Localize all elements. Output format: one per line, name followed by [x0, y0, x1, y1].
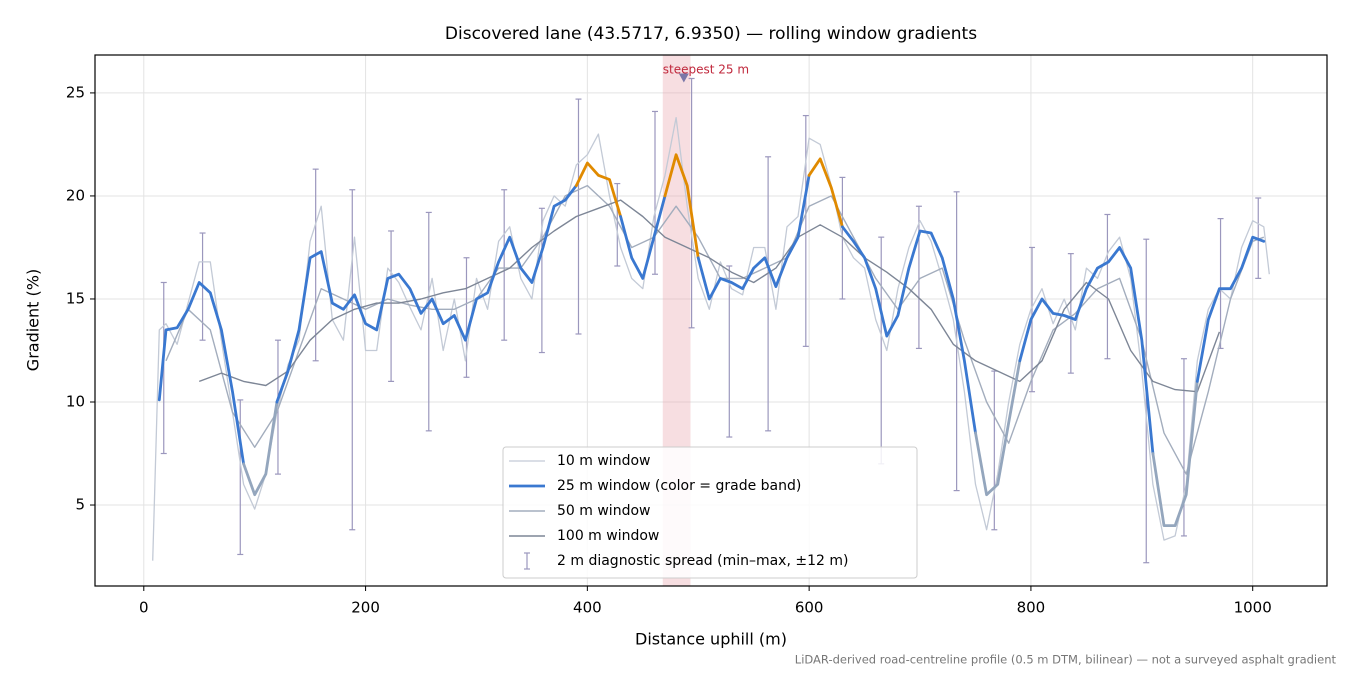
series-line	[574, 161, 622, 218]
series-line	[1018, 246, 1155, 455]
chart-title: Discovered lane (43.5717, 6.9350) — roll…	[445, 24, 977, 44]
y-tick-label: 10	[66, 392, 85, 410]
legend-label: 25 m window (color = grade band)	[557, 478, 801, 494]
error-bar	[726, 265, 733, 438]
error-bar	[765, 156, 772, 432]
series-line	[165, 184, 1265, 475]
error-bar	[1067, 253, 1074, 374]
error-bar	[991, 370, 998, 531]
error-bar	[614, 182, 621, 267]
series-line	[275, 184, 578, 404]
series-line	[242, 400, 279, 497]
y-axis-label: Gradient (%)	[24, 269, 43, 371]
error-bar	[425, 211, 432, 432]
error-bar	[1180, 358, 1187, 537]
x-tick-label: 200	[351, 599, 380, 617]
y-tick-label: 20	[66, 186, 85, 204]
x-tick-label: 800	[1017, 599, 1046, 617]
error-bar	[312, 168, 319, 362]
highlight-marker	[678, 73, 689, 83]
series-line	[1195, 235, 1266, 383]
legend-label: 50 m window	[557, 503, 650, 519]
footnote: LiDAR-derived road-centreline profile (0…	[795, 653, 1337, 667]
error-bar	[575, 98, 582, 335]
legend-label: 100 m window	[557, 528, 659, 544]
legend-label: 10 m window	[557, 453, 650, 469]
series-line	[841, 225, 977, 435]
series-line	[696, 173, 811, 301]
y-tick-label: 15	[66, 289, 85, 307]
highlight-label: steepest 25 m	[663, 63, 749, 77]
series-line	[1151, 380, 1199, 527]
x-tick-label: 600	[795, 599, 824, 617]
error-bar	[688, 77, 695, 329]
error-bar	[652, 110, 658, 275]
y-tick-label: 5	[75, 496, 85, 514]
error-bar	[388, 230, 395, 382]
series-line	[974, 359, 1022, 497]
series-line	[198, 199, 1221, 393]
series-line	[157, 281, 245, 466]
x-tick-label: 0	[139, 599, 149, 617]
x-tick-label: 400	[573, 599, 602, 617]
error-bar	[463, 257, 470, 378]
series-line	[807, 157, 844, 229]
legend-swatch	[524, 552, 530, 570]
error-bar	[1143, 238, 1150, 564]
series-line	[619, 194, 667, 280]
error-bar	[1104, 213, 1111, 360]
error-bar	[878, 236, 885, 465]
legend-box	[502, 446, 918, 579]
series-line	[663, 153, 700, 260]
error-bar	[501, 189, 508, 341]
error-bar	[349, 189, 356, 531]
plot-frame	[94, 54, 1328, 587]
error-bar	[915, 205, 922, 350]
legend-label: 2 m diagnostic spread (min–max, ±12 m)	[557, 553, 848, 569]
x-tick-label: 1000	[1234, 599, 1272, 617]
x-axis-label: Distance uphill (m)	[635, 630, 787, 649]
error-bar	[802, 114, 809, 347]
y-tick-label: 25	[66, 83, 85, 101]
